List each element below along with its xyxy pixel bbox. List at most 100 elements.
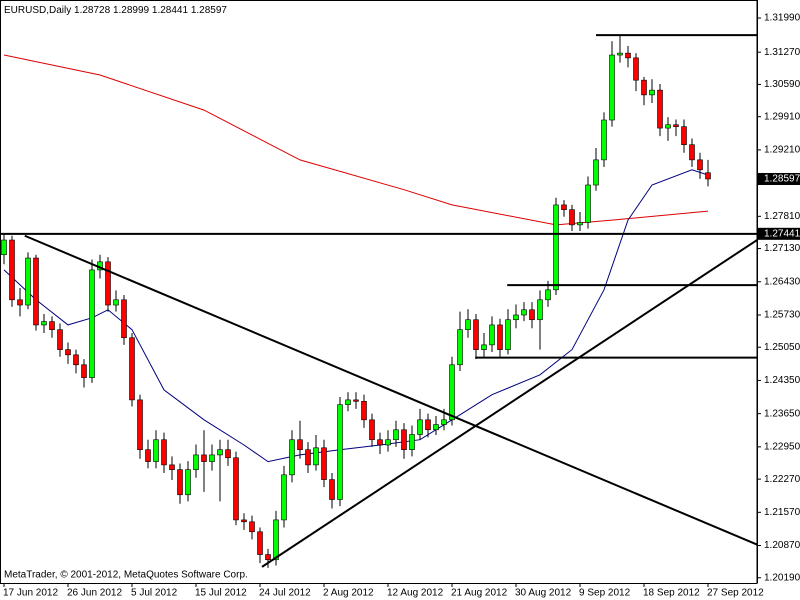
candle-body — [145, 449, 151, 462]
x-tick-label: 5 Jul 2012 — [131, 588, 178, 599]
y-tick-label: 1.27810 — [764, 211, 800, 222]
candle-body — [273, 519, 279, 561]
candle-body — [697, 159, 703, 171]
candle-body — [625, 52, 631, 59]
candle-body — [689, 144, 695, 161]
candle-body — [521, 309, 527, 316]
candle-body — [113, 299, 119, 306]
candle-body — [705, 172, 711, 180]
candle-body — [369, 419, 375, 441]
y-tick-label: 1.24350 — [764, 375, 800, 386]
candle-body — [89, 269, 95, 378]
candle-body — [441, 419, 447, 425]
candle-body — [337, 404, 343, 500]
y-tick-label: 1.20870 — [764, 540, 800, 551]
x-tick-label: 12 Aug 2012 — [387, 588, 444, 599]
x-tick-label: 18 Sep 2012 — [643, 588, 700, 599]
x-tick-label: 30 Aug 2012 — [515, 588, 572, 599]
candle-body — [497, 324, 503, 350]
candle-body — [585, 184, 591, 223]
candle-body — [17, 299, 23, 306]
candle-body — [673, 124, 679, 127]
candle-body — [353, 399, 359, 402]
candle-body — [433, 424, 439, 431]
candle-body — [449, 364, 455, 421]
candle-body — [297, 439, 303, 451]
y-tick-label: 1.29210 — [764, 145, 800, 156]
candle-body — [265, 554, 271, 561]
candle-body — [401, 429, 407, 451]
trend-line — [24, 234, 758, 546]
candle-body — [33, 257, 39, 326]
candle-body — [385, 439, 391, 446]
y-tick-label: 1.29910 — [764, 111, 800, 122]
candle-body — [593, 159, 599, 186]
x-tick-label: 24 Jul 2012 — [259, 588, 311, 599]
candle-body — [193, 454, 199, 470]
candle-body — [121, 299, 127, 339]
candle-body — [473, 319, 479, 350]
x-tick-label: 21 Aug 2012 — [451, 588, 508, 599]
candle-body — [361, 401, 367, 421]
x-tick-label: 27 Sep 2012 — [707, 588, 764, 599]
current-price-box — [758, 172, 800, 185]
candle-body — [681, 126, 687, 145]
candle-body — [161, 439, 167, 466]
y-tick-label: 1.22950 — [764, 441, 800, 452]
candle-body — [289, 439, 295, 476]
candle-body — [505, 319, 511, 350]
candle-body — [105, 261, 111, 306]
candle-body — [129, 337, 135, 401]
candle-body — [657, 89, 663, 129]
x-tick-label: 2 Aug 2012 — [323, 588, 374, 599]
candle-body — [81, 364, 87, 378]
candle-body — [305, 449, 311, 466]
x-tick-label: 17 Jun 2012 — [3, 588, 58, 599]
candle-body — [233, 457, 239, 521]
last-low: 1.28441 — [152, 5, 189, 16]
candle-body — [177, 469, 183, 496]
plot-frame — [0, 0, 758, 584]
candle-body — [241, 519, 247, 523]
candle-body — [281, 474, 287, 521]
line-price: 1.27441 — [764, 228, 800, 239]
candle-body — [57, 329, 63, 350]
y-tick-label: 1.25050 — [764, 342, 800, 353]
candle-body — [569, 209, 575, 226]
y-tick-label: 1.26430 — [764, 276, 800, 287]
candle-body — [73, 354, 79, 366]
candle-body — [1, 239, 7, 256]
last-open: 1.28728 — [74, 5, 111, 16]
last-high: 1.28999 — [113, 5, 150, 16]
symbol: EURUSD,Daily — [4, 5, 71, 16]
candle-body — [217, 449, 223, 456]
candle-body — [9, 239, 15, 301]
candle-body — [577, 222, 583, 226]
candle-body — [345, 399, 351, 405]
candle-body — [321, 447, 327, 480]
candle-body — [561, 204, 567, 210]
trend-line — [261, 239, 758, 568]
y-tick-label: 1.31990 — [764, 13, 800, 24]
candle-body — [65, 349, 71, 356]
candle-body — [41, 321, 47, 326]
candle-body — [393, 429, 399, 441]
candle-body — [153, 439, 159, 462]
candle-body — [249, 521, 255, 533]
candle-body — [169, 464, 175, 470]
candle-body — [417, 419, 423, 435]
candle-body — [489, 324, 495, 346]
last-close: 1.28597 — [191, 5, 228, 16]
header: EURUSD,Daily 1.28728 1.28999 1.28441 1.2… — [4, 5, 227, 16]
footer: MetaTrader, © 2001-2012, MetaQuotes Soft… — [4, 570, 248, 581]
y-tick-label: 1.21570 — [764, 507, 800, 518]
candle-body — [377, 439, 383, 446]
candle-body — [457, 329, 463, 366]
candle-body — [137, 399, 143, 451]
candle-body — [513, 314, 519, 321]
candle-body — [409, 434, 415, 451]
candle-body — [633, 57, 639, 81]
candle-body — [185, 469, 191, 496]
candle-body — [465, 319, 471, 330]
